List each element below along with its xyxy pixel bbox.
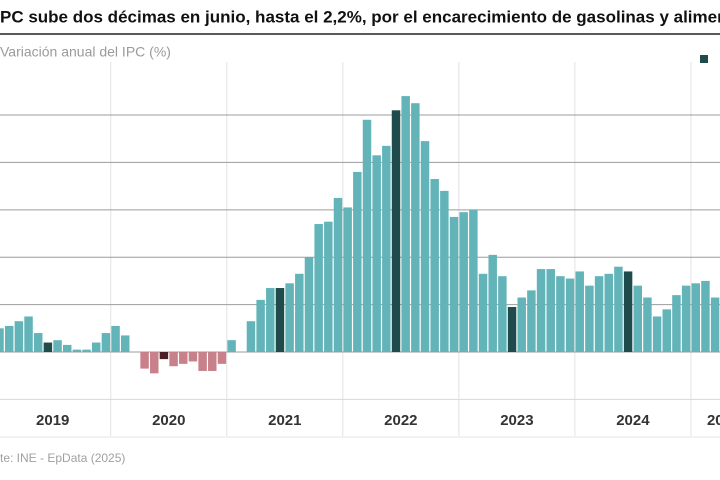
bar [333, 197, 343, 353]
bar [314, 224, 323, 353]
bar [33, 333, 43, 353]
bar [478, 273, 488, 353]
bar [701, 280, 710, 353]
bar [101, 333, 111, 353]
bar [575, 271, 584, 353]
bar [353, 171, 362, 353]
bar [546, 269, 555, 353]
bar [217, 352, 227, 364]
bar [150, 352, 159, 374]
bar [0, 328, 4, 353]
bar [43, 342, 53, 353]
bar [92, 342, 101, 353]
bar [633, 285, 642, 353]
bar [343, 207, 352, 353]
bar [449, 216, 459, 353]
bar [188, 352, 198, 362]
bar [710, 297, 720, 353]
bar [652, 316, 662, 353]
bar [594, 276, 604, 353]
bar [672, 295, 681, 353]
bar [604, 273, 613, 353]
bar [362, 119, 372, 353]
bar [111, 325, 120, 353]
bar [662, 309, 671, 353]
bar [488, 254, 497, 353]
bar [53, 340, 62, 353]
bar [4, 325, 14, 353]
x-tick-label: 2023 [500, 412, 533, 429]
x-tick-label: 2019 [36, 412, 69, 429]
bar [266, 288, 275, 353]
bar [14, 321, 24, 353]
bar [643, 297, 652, 353]
bar [401, 96, 410, 353]
bar [420, 141, 430, 353]
bar [169, 352, 178, 367]
bar [304, 257, 314, 353]
bar [275, 288, 285, 353]
bar [507, 306, 517, 353]
bar [382, 145, 391, 353]
bar [372, 155, 381, 353]
x-tick-label: 2022 [384, 412, 417, 429]
bar [391, 110, 401, 353]
bar [179, 352, 188, 364]
legend-swatch [700, 55, 708, 63]
bar [623, 271, 633, 353]
bar [227, 340, 236, 353]
bar [24, 316, 33, 353]
bar [121, 335, 130, 353]
bar [246, 321, 256, 353]
bar [691, 283, 701, 353]
bar [585, 285, 594, 353]
bar [285, 283, 294, 353]
bar [295, 273, 304, 353]
bar [324, 221, 333, 353]
x-tick-label: 2021 [268, 412, 301, 429]
bar [411, 103, 420, 353]
bar [517, 297, 526, 353]
bar [430, 179, 439, 353]
bar [681, 285, 691, 353]
bar [614, 266, 623, 353]
bar [208, 352, 217, 371]
chart-title: PC sube dos décimas en junio, hasta el 2… [0, 7, 720, 26]
bar [469, 209, 478, 353]
bar [72, 349, 82, 353]
bar [140, 352, 149, 369]
source-note: te: INE - EpData (2025) [0, 451, 125, 465]
bar [556, 276, 565, 353]
bar [198, 352, 207, 371]
bar [256, 299, 265, 353]
bar [440, 190, 449, 353]
bar [565, 278, 575, 353]
bar [498, 276, 507, 353]
bar [527, 290, 536, 353]
chart-subtitle: Variación anual del IPC (%) [0, 44, 171, 60]
bar [459, 212, 468, 353]
x-tick-label: 20 [707, 412, 720, 429]
bar [82, 349, 91, 353]
bar [62, 344, 72, 353]
x-tick-label: 2024 [616, 412, 650, 429]
x-tick-label: 2020 [152, 412, 185, 429]
bar [536, 269, 546, 353]
bar [159, 352, 169, 360]
